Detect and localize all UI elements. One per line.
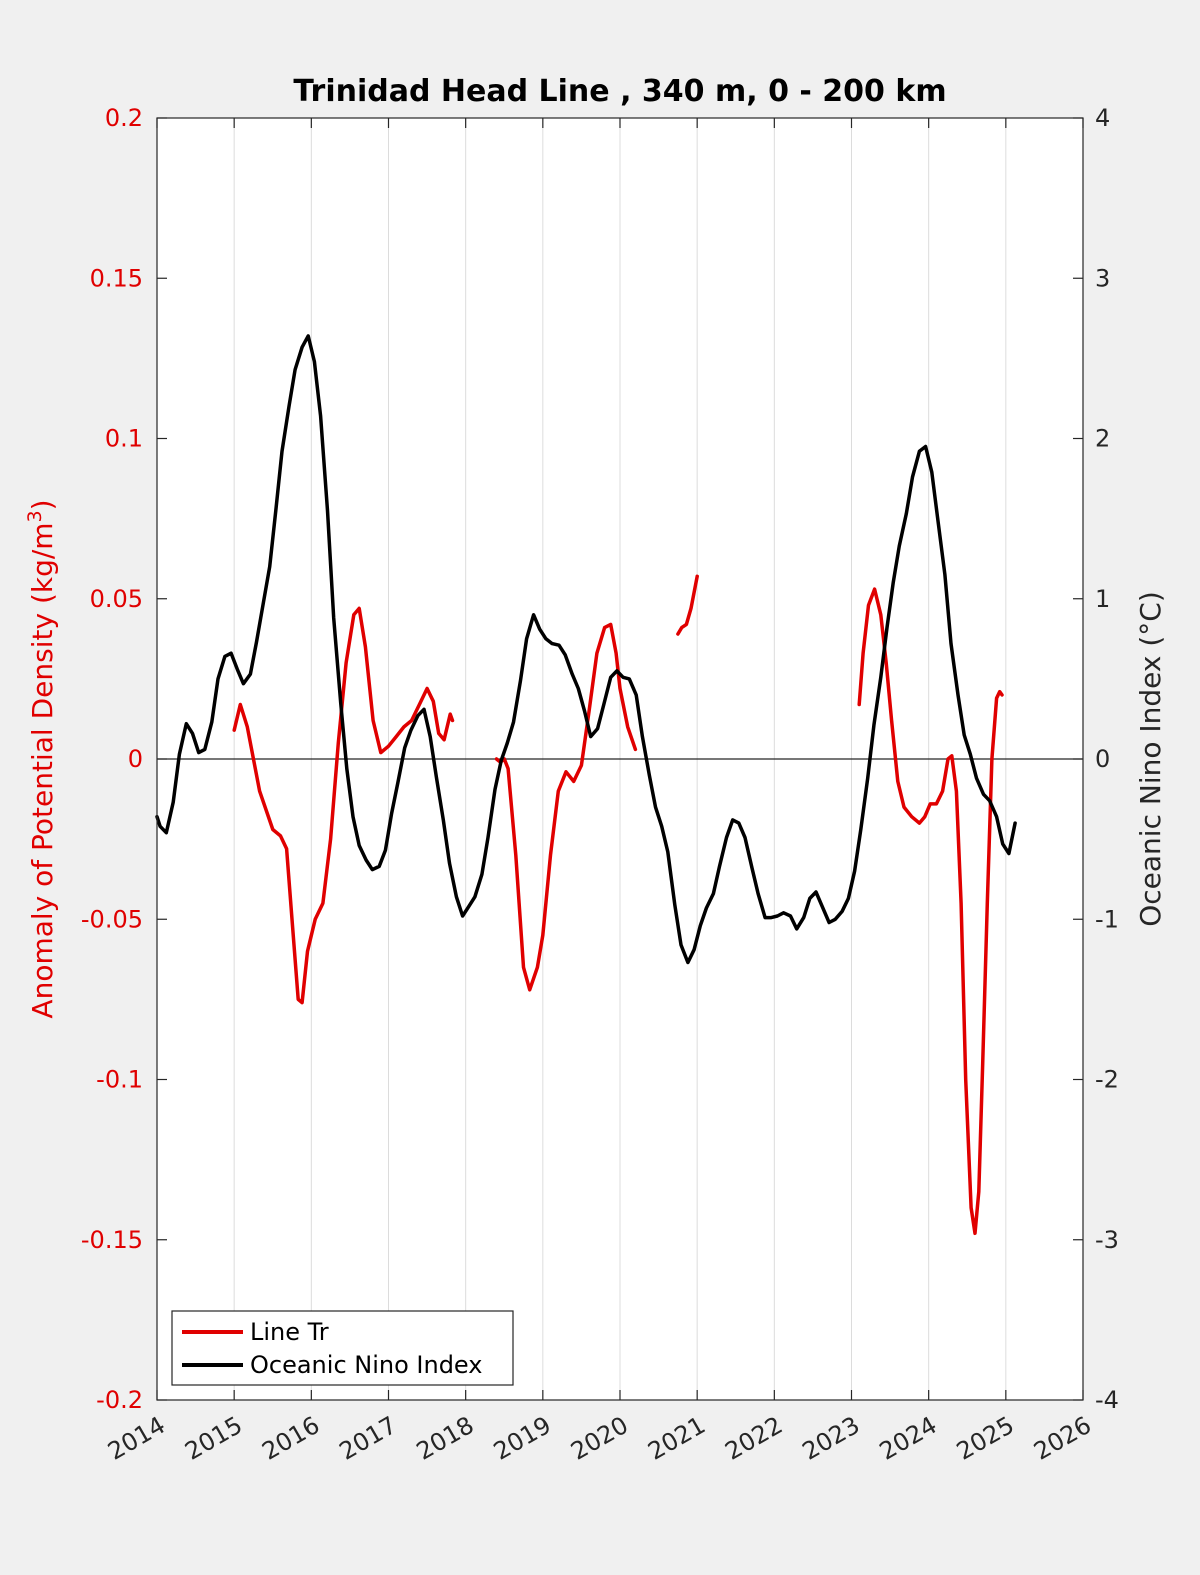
y-right-tick-label--3: -3: [1095, 1226, 1119, 1254]
y-right-tick-label-4: 4: [1095, 104, 1110, 132]
y-axis-label-left: Anomaly of Potential Density (kg/m3): [24, 499, 59, 1018]
legend-label-line-tr: Line Tr: [250, 1318, 329, 1346]
y-left-tick-label-0.05: 0.05: [90, 585, 143, 613]
x-tick-label-2017: 2017: [335, 1411, 402, 1466]
x-tick-label-2021: 2021: [643, 1411, 710, 1466]
y-right-tick-label-2: 2: [1095, 425, 1110, 453]
series-line-tr-segment-2: [676, 574, 699, 636]
series-oceanic-nino-index-segment-0: [155, 334, 1017, 965]
tick-marks: [156, 117, 1084, 1401]
y-right-tick-label-1: 1: [1095, 585, 1110, 613]
y-left-tick-label-0.15: 0.15: [90, 264, 143, 292]
x-tick-label-2025: 2025: [952, 1411, 1019, 1466]
y-left-tick-label-0.2: 0.2: [105, 104, 143, 132]
y-left-tick-label--0.15: -0.15: [81, 1226, 143, 1254]
x-tick-labels: 2014 2015 2016 2017 2018 2019 2020 2021 2022 2023…: [103, 1411, 1096, 1466]
y-right-tick-label--2: -2: [1095, 1066, 1119, 1094]
x-tick-label-2018: 2018: [412, 1411, 479, 1466]
right-tick-labels: -4 -3 -2 -1 0 1 2 3 4: [1095, 104, 1119, 1414]
y-right-tick-label-3: 3: [1095, 264, 1110, 292]
series-line-tr-segment-1: [494, 622, 638, 992]
left-tick-labels: -0.2 -0.15 -0.1 -0.05 0 0.05 0.1 0.15 0.2: [81, 104, 143, 1414]
y-left-tick-label-0.1: 0.1: [105, 425, 143, 453]
x-tick-label-2020: 2020: [566, 1411, 633, 1466]
x-tick-label-2016: 2016: [257, 1411, 324, 1466]
legend-label-oni: Oceanic Nino Index: [250, 1351, 482, 1379]
x-tick-label-2026: 2026: [1029, 1411, 1096, 1466]
x-tick-label-2024: 2024: [875, 1411, 942, 1466]
y-right-tick-label-0: 0: [1095, 745, 1110, 773]
x-tick-label-2014: 2014: [103, 1411, 170, 1466]
series-layer: [155, 334, 1017, 1236]
legend-box: [171, 1310, 514, 1386]
y-left-tick-label--0.1: -0.1: [96, 1066, 143, 1094]
series-line-tr-segment-0: [232, 606, 455, 1005]
y-left-tick-label-0: 0: [128, 745, 143, 773]
y-right-tick-label--1: -1: [1095, 905, 1119, 933]
y-axis-label-left-close: ): [26, 499, 59, 510]
x-tick-label-2022: 2022: [720, 1411, 787, 1466]
y-axis-label-right: Oceanic Nino Index (°C): [1134, 591, 1167, 927]
x-tick-label-2023: 2023: [798, 1411, 865, 1466]
y-axis-label-left-text: Anomaly of Potential Density (kg/m: [26, 522, 59, 1018]
y-right-tick-label--4: -4: [1095, 1386, 1119, 1414]
x-tick-label-2015: 2015: [180, 1411, 247, 1466]
y-left-tick-label--0.2: -0.2: [96, 1386, 143, 1414]
x-tick-label-2019: 2019: [489, 1411, 556, 1466]
chart-title: Trinidad Head Line , 340 m, 0 - 200 km: [293, 74, 946, 109]
legend: Line Tr Oceanic Nino Index: [171, 1310, 514, 1386]
y-left-tick-label--0.05: -0.05: [81, 905, 143, 933]
y-axis-label-left-superscript: 3: [24, 510, 46, 522]
